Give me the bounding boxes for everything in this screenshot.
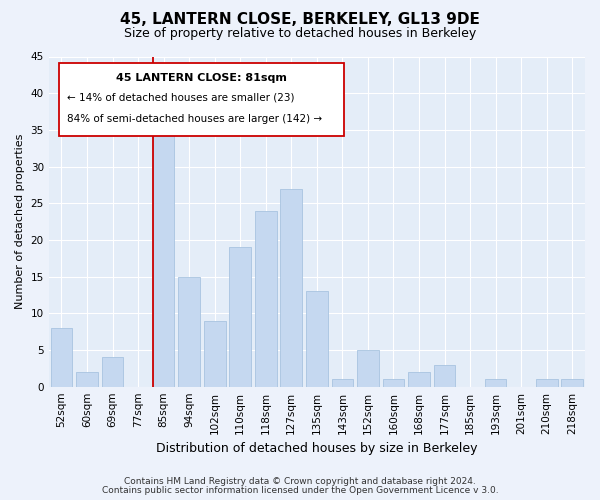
- Bar: [255, 210, 277, 386]
- Text: 84% of semi-detached houses are larger (142) →: 84% of semi-detached houses are larger (…: [67, 114, 323, 124]
- X-axis label: Distribution of detached houses by size in Berkeley: Distribution of detached houses by size …: [156, 442, 478, 455]
- Bar: [434, 364, 455, 386]
- Text: Contains public sector information licensed under the Open Government Licence v : Contains public sector information licen…: [101, 486, 499, 495]
- Bar: [50, 328, 72, 386]
- Bar: [485, 380, 506, 386]
- Bar: [383, 380, 404, 386]
- FancyBboxPatch shape: [59, 63, 344, 136]
- Bar: [153, 130, 175, 386]
- Bar: [101, 358, 124, 386]
- Bar: [76, 372, 98, 386]
- Bar: [204, 320, 226, 386]
- Bar: [332, 380, 353, 386]
- Text: Contains HM Land Registry data © Crown copyright and database right 2024.: Contains HM Land Registry data © Crown c…: [124, 477, 476, 486]
- Bar: [280, 188, 302, 386]
- Bar: [562, 380, 583, 386]
- Text: 45, LANTERN CLOSE, BERKELEY, GL13 9DE: 45, LANTERN CLOSE, BERKELEY, GL13 9DE: [120, 12, 480, 28]
- Text: 45 LANTERN CLOSE: 81sqm: 45 LANTERN CLOSE: 81sqm: [116, 73, 287, 83]
- Bar: [306, 292, 328, 386]
- Bar: [178, 276, 200, 386]
- Y-axis label: Number of detached properties: Number of detached properties: [15, 134, 25, 310]
- Bar: [536, 380, 557, 386]
- Bar: [357, 350, 379, 387]
- Text: Size of property relative to detached houses in Berkeley: Size of property relative to detached ho…: [124, 28, 476, 40]
- Bar: [408, 372, 430, 386]
- Text: ← 14% of detached houses are smaller (23): ← 14% of detached houses are smaller (23…: [67, 93, 295, 103]
- Bar: [229, 248, 251, 386]
